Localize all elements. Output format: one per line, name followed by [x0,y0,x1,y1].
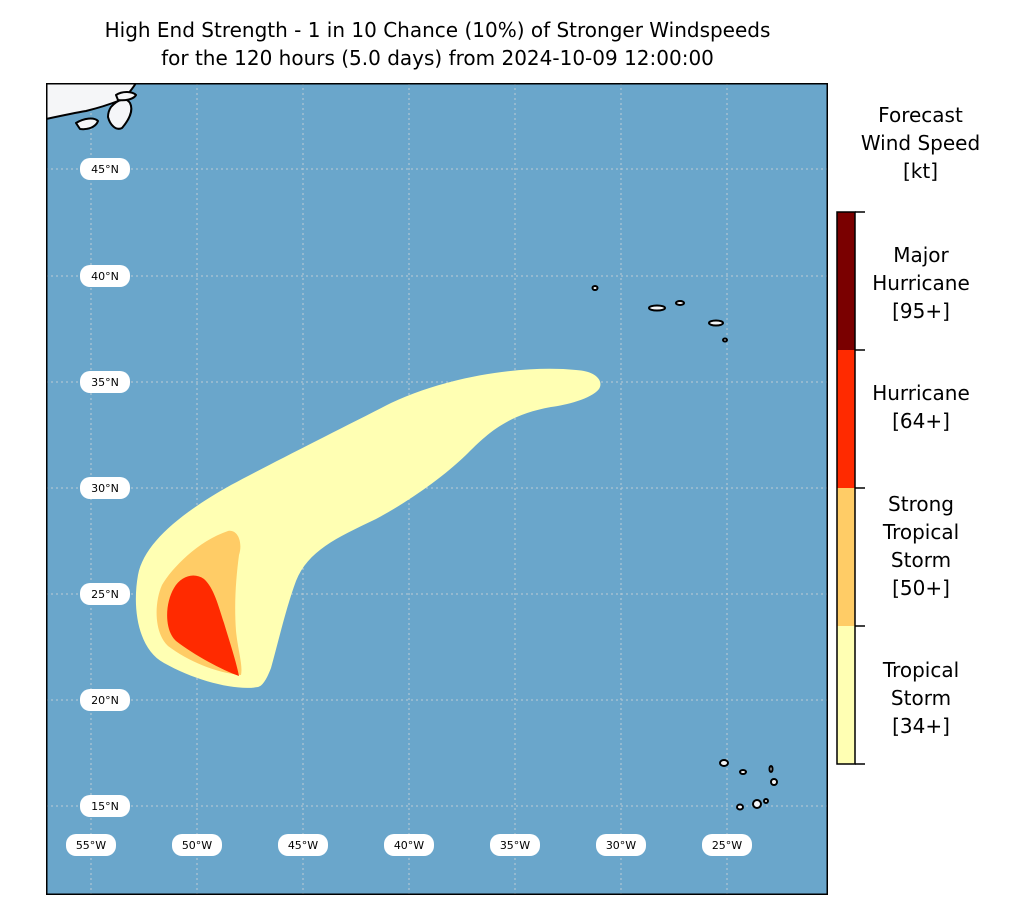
lat-label: 25°N [91,588,119,601]
cape-verde-sal [768,765,774,773]
coast-fragment [115,91,137,102]
longitude-labels: 55°W 50°W 45°W 40°W 35°W 30°W 25°W [66,834,752,856]
colorbar-segment-hurricane [837,350,855,488]
chart-title-line2: for the 120 hours (5.0 days) from 2024-1… [161,46,714,70]
map-frame [46,83,828,895]
legend-title-line1: Forecast [878,103,963,127]
colorbar-segment-tropical-storm [837,626,855,764]
cape-verde-boa-vista [770,778,778,786]
colorbar-segment-major-hurricane [837,212,855,350]
lat-label: 45°N [91,163,119,176]
azores-graciosa [675,300,685,306]
latitude-labels: 45°N 40°N 35°N 30°N 25°N 20°N 15°N [80,158,130,817]
lon-label: 35°W [500,839,530,852]
cape-verde-sao-nicolau [739,769,747,775]
colorbar [836,211,865,765]
ocean-area [46,83,828,895]
legend-title-line2: Wind Speed [860,131,981,155]
legend-label-strong-tropical-storm: Strong Tropical Storm [50+] [882,492,960,600]
azores-faial-pico [648,304,666,312]
cape-verde-fogo [736,803,744,811]
lon-label: 30°W [606,839,636,852]
lon-label: 25°W [712,839,742,852]
lon-label: 40°W [394,839,424,852]
lat-label: 40°N [91,270,119,283]
newfoundland-island-coast [75,117,99,131]
cape-verde-santiago [752,799,762,809]
lat-label: 35°N [91,376,119,389]
legend-label-major-hurricane: Major Hurricane [95+] [872,243,970,323]
cape-verde-santo-antao [719,759,729,767]
lon-label: 50°W [182,839,212,852]
cape-verde-maio [763,798,769,804]
lat-label: 20°N [91,694,119,707]
legend-label-tropical-storm: Tropical Storm [34+] [882,658,960,738]
wind-speed-map: 45°N 40°N 35°N 30°N 25°N 20°N 15°N 55°W … [46,83,828,895]
lon-label: 55°W [76,839,106,852]
lat-label: 30°N [91,482,119,495]
lon-label: 45°W [288,839,318,852]
hurricane-swath [167,575,239,676]
azores-santa-maria [722,337,728,343]
coastlines [46,83,778,811]
chart-title-line1: High End Strength - 1 in 10 Chance (10%)… [104,18,771,42]
tropical-storm-swath [135,368,601,688]
azores-corvo [591,285,599,291]
lat-label: 15°N [91,800,119,813]
legend-label-hurricane: Hurricane [64+] [872,381,970,433]
colorbar-segment-strong-tropical-storm [837,488,855,626]
azores-sao-miguel [708,319,724,327]
gridlines [46,83,828,895]
colorbar-ticks [855,211,865,765]
legend-title-line3: [kt] [902,159,939,183]
